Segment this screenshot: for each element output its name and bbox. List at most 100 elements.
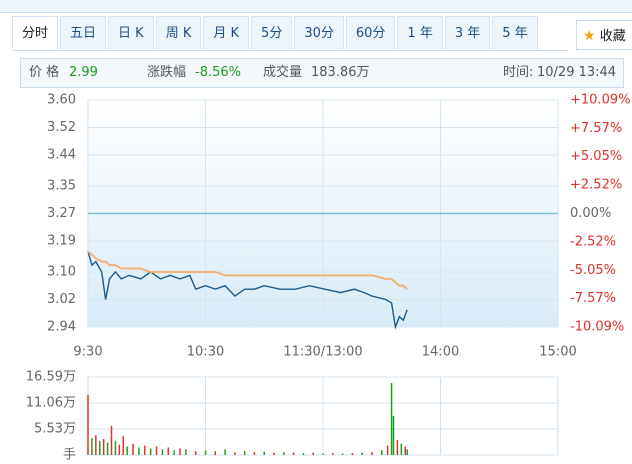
- volume-bar: [224, 449, 226, 455]
- volume-bar: [341, 453, 344, 455]
- volume-bar: [292, 452, 295, 455]
- volume-bar: [253, 452, 256, 455]
- volume-bar: [126, 446, 128, 455]
- y-tick-label: 5.53万: [34, 422, 76, 437]
- y2-tick-label: -10.09%: [570, 320, 624, 335]
- change: -8.56%: [195, 65, 241, 80]
- price-line: [87, 251, 408, 330]
- info-bar: 价 格 2.99 涨跌幅 -8.56% 成交量 183.86万 时间: 10/2…: [20, 58, 624, 88]
- y-tick-label: 3.27: [47, 206, 76, 221]
- favorite-button[interactable]: ★ 收藏: [576, 20, 632, 50]
- window-top: [0, 0, 632, 13]
- tab[interactable]: 日 K: [108, 16, 154, 49]
- y2-tick-label: -2.52%: [570, 234, 616, 249]
- y2-tick-label: -5.05%: [570, 263, 616, 278]
- volume-bar: [110, 425, 113, 455]
- x-tick-label: 9:30: [73, 345, 102, 360]
- volume-bar: [161, 449, 164, 455]
- volume: 183.86万: [311, 65, 370, 80]
- volume-bar: [302, 453, 305, 455]
- volume-bar: [322, 453, 324, 455]
- volume-bar: [396, 439, 399, 455]
- volume-bar: [234, 452, 236, 455]
- change-label: 涨跌幅: [147, 65, 187, 80]
- volume-bar: [122, 436, 124, 455]
- volume-bar: [392, 415, 395, 455]
- volume-bar: [400, 443, 403, 455]
- tab[interactable]: 60分: [345, 16, 396, 49]
- tab[interactable]: 5分: [251, 16, 293, 49]
- volume-bar: [95, 435, 97, 455]
- tab[interactable]: 月 K: [203, 16, 250, 49]
- volume-bar: [204, 450, 207, 455]
- volume-bar: [312, 452, 314, 455]
- y2-tick-label: +5.05%: [570, 149, 622, 164]
- volume-bar: [91, 438, 93, 455]
- y2-tick-label: 0.00%: [570, 206, 611, 221]
- volume-bar: [351, 453, 354, 455]
- x-tick-label: 14:00: [422, 345, 459, 360]
- time: 10/29 13:44: [537, 65, 617, 80]
- tab[interactable]: 3 年: [444, 16, 491, 49]
- price: 2.99: [69, 65, 98, 80]
- volume-bar: [167, 447, 170, 455]
- volume-bar: [404, 446, 406, 455]
- y-tick-label: 2.94: [47, 320, 76, 335]
- volume-bar: [386, 445, 389, 455]
- volume-bar: [144, 445, 146, 455]
- price-label: 价 格: [29, 65, 60, 80]
- volume-bar: [138, 447, 140, 455]
- tab[interactable]: 分时: [12, 16, 59, 49]
- volume-bar: [361, 452, 363, 455]
- y-tick-label: 3.52: [47, 120, 76, 135]
- volume-bar: [155, 446, 158, 455]
- y-tick-label: 3.02: [47, 292, 76, 307]
- volume-bar: [114, 440, 117, 455]
- y2-tick-label: +7.57%: [570, 121, 622, 136]
- volume-bar: [332, 453, 334, 455]
- tab[interactable]: 五日: [60, 16, 107, 49]
- volume-bar: [194, 451, 197, 455]
- volume-bar: [381, 450, 383, 455]
- y2-tick-label: -7.57%: [570, 291, 616, 306]
- y-tick-label: 3.10: [47, 264, 76, 279]
- volume-bar: [185, 449, 187, 455]
- volume-bar: [149, 448, 152, 455]
- x-tick-label: 10:30: [187, 345, 224, 360]
- volume-bar: [118, 444, 121, 455]
- y-tick-label: 3.19: [47, 234, 76, 249]
- volume-bar: [99, 440, 101, 455]
- volume-bar: [406, 449, 408, 455]
- y-tick-label: 16.59万: [26, 370, 76, 385]
- y-tick-label: 3.60: [47, 93, 76, 108]
- volume-bar: [243, 451, 246, 455]
- volume-bar: [173, 450, 175, 455]
- volume-bar: [132, 443, 134, 455]
- volume-bar: [371, 452, 373, 455]
- volume-bar: [263, 451, 265, 455]
- volume-bar: [283, 452, 285, 455]
- y-tick-label: 手: [63, 448, 76, 463]
- y-tick-label: 3.44: [47, 148, 76, 163]
- tab[interactable]: 30分: [294, 16, 344, 49]
- volume-bar: [102, 439, 105, 455]
- y-tick-label: 11.06万: [26, 396, 76, 411]
- price-line: [87, 250, 408, 290]
- favorite-label: 收藏: [599, 29, 626, 44]
- x-tick-label: 15:00: [539, 345, 576, 360]
- x-tick-label: 11:30/13:00: [283, 345, 362, 360]
- volume-bar: [106, 442, 109, 455]
- time-label: 时间:: [503, 65, 534, 80]
- volume-bar: [273, 452, 275, 455]
- tab[interactable]: 5 年: [492, 16, 538, 49]
- tab[interactable]: 周 K: [155, 16, 202, 49]
- tab[interactable]: 1 年: [397, 16, 443, 49]
- y2-tick-label: +2.52%: [570, 178, 622, 193]
- volume-bar: [214, 451, 217, 455]
- volume-bar: [390, 383, 393, 455]
- volume-bar: [179, 448, 181, 455]
- y-tick-label: 3.35: [47, 178, 76, 193]
